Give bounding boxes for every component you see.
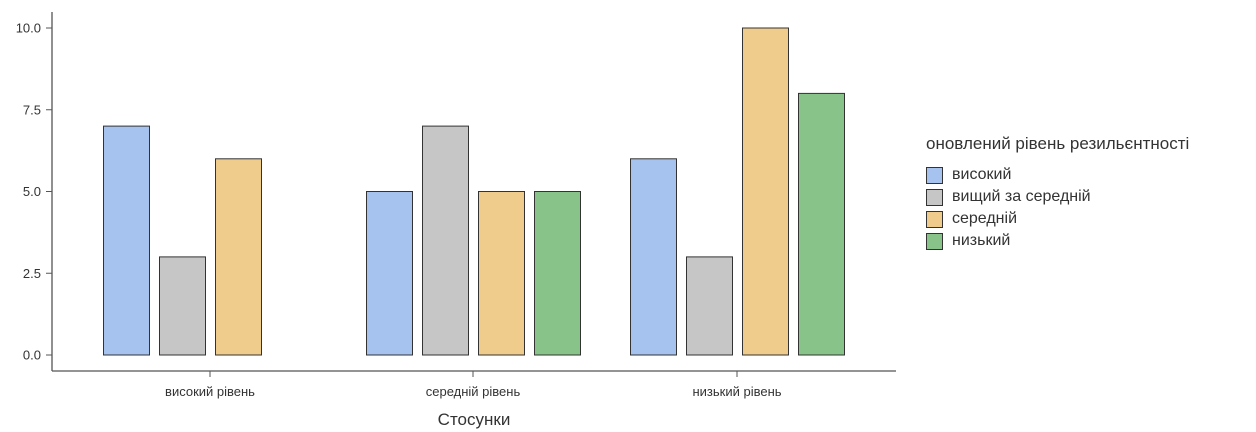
legend-item-vysokyi: високий	[926, 164, 1189, 186]
bar-2-1	[366, 191, 413, 356]
legend-swatch-nyzkyi	[926, 232, 943, 250]
bar-3-3	[742, 27, 789, 356]
legend-label-serednii: середній	[952, 210, 1018, 227]
y-tick-label: 5.0	[23, 184, 41, 199]
bar-3-4	[798, 92, 845, 356]
y-tick-label: 10.0	[16, 21, 41, 36]
bars-layer	[103, 27, 845, 356]
legend-item-serednii: середній	[926, 208, 1189, 230]
legend: оновлений рівень резильєнтності високий …	[926, 134, 1189, 252]
x-tick-label: середній рівень	[426, 384, 521, 399]
legend-label-vysokyi: високий	[952, 166, 1012, 183]
bar-3-2	[686, 256, 733, 356]
x-tick-label: високий рівень	[165, 384, 255, 399]
bar-2-2	[422, 125, 469, 356]
legend-swatch-vysokyi	[926, 166, 943, 184]
legend-swatch-serednii	[926, 210, 943, 228]
x-axis-title: Стосунки	[438, 410, 511, 429]
legend-label-vyshchyi-za-serednii: вищий за середній	[952, 188, 1091, 205]
bar-3-1	[630, 158, 677, 356]
legend-item-nyzkyi: низький	[926, 230, 1189, 252]
bar-2-4	[534, 191, 581, 356]
y-tick-label: 0.0	[23, 348, 41, 363]
bar-2-3	[478, 191, 525, 356]
legend-title: оновлений рівень резильєнтності	[926, 134, 1190, 153]
y-tick-label: 7.5	[23, 102, 41, 117]
y-tick-label: 2.5	[23, 266, 41, 281]
legend-swatch-vyshchyi-za-serednii	[926, 188, 943, 206]
bar-1-2	[159, 256, 206, 356]
bar-chart: 0.0 2.5 5.0 7.5 10.0 високий рівень середній …	[16, 12, 896, 429]
bar-1-1	[103, 125, 150, 356]
x-tick-label: низький рівень	[692, 384, 781, 399]
y-ticks: 0.0 2.5 5.0 7.5 10.0	[16, 21, 52, 363]
legend-label-nyzkyi: низький	[952, 232, 1011, 249]
legend-item-vyshchyi-za-serednii: вищий за середній	[926, 186, 1189, 208]
bar-1-3	[215, 158, 262, 356]
x-ticks: високий рівень середній рівень низький рів…	[165, 371, 782, 399]
